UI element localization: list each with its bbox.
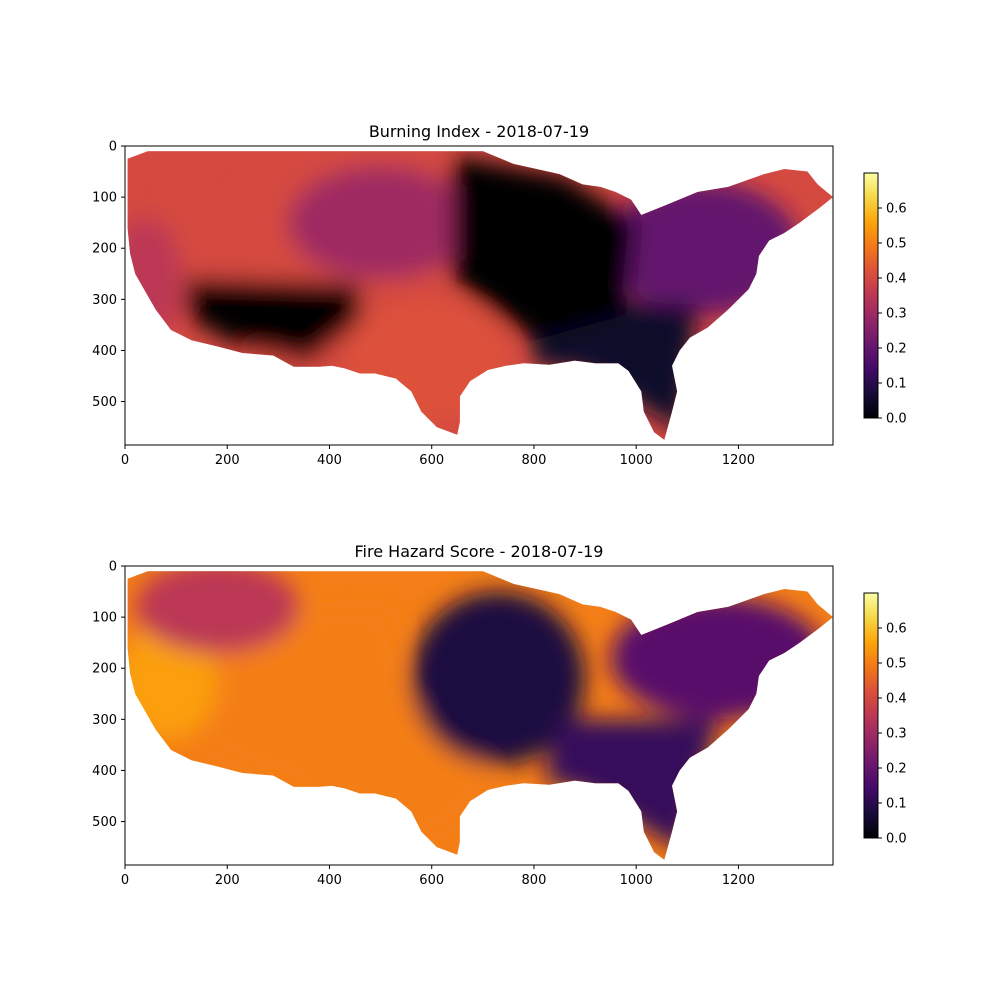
colorbar: 0.0 0.1 0.2 0.3 0.4 0.5 0.6	[863, 172, 907, 427]
heatmap-image	[127, 151, 834, 440]
axes-frame	[124, 565, 834, 866]
x-tick-label: 400	[317, 453, 342, 468]
y-tick-label: 0	[109, 560, 117, 575]
heatmap-region	[452, 156, 637, 341]
x-tick-label: 1200	[722, 453, 755, 468]
colorbar-frame	[863, 592, 879, 839]
y-tick-label: 100	[92, 611, 117, 626]
x-tick-label: 1000	[620, 873, 653, 888]
y-tick-label: 500	[92, 815, 117, 830]
x-tick-label: 200	[215, 873, 240, 888]
colorbar-tick-label: 0.0	[886, 412, 907, 427]
y-tick-label: 0	[109, 140, 117, 155]
x-tick-label: 1200	[722, 873, 755, 888]
x-tick-label: 800	[522, 873, 547, 888]
y-tick-label: 200	[92, 242, 117, 257]
colorbar-tick-label: 0.0	[886, 832, 907, 847]
x-tick-label: 800	[522, 453, 547, 468]
heatmap-region	[411, 591, 586, 766]
colorbar: 0.0 0.1 0.2 0.3 0.4 0.5 0.6	[863, 592, 907, 847]
colorbar-tick-label: 0.4	[886, 272, 907, 287]
colorbar-gradient	[864, 593, 878, 838]
colorbar-tick-label: 0.4	[886, 692, 907, 707]
heatmap-region	[605, 181, 800, 315]
colorbar-tick-label: 0.1	[886, 797, 907, 812]
x-tick-label: 0	[121, 873, 129, 888]
burning-index-panel: Burning Index - 2018-07-19 0 200 400 600 800…	[92, 122, 907, 468]
x-tick-label: 400	[317, 873, 342, 888]
heatmap-region	[135, 571, 299, 653]
heatmap-region	[544, 719, 718, 853]
x-tick-label: 1000	[620, 453, 653, 468]
heatmap-region	[186, 278, 361, 361]
x-tick-label: 600	[419, 453, 444, 468]
y-tick-label: 100	[92, 191, 117, 206]
colorbar-tick-label: 0.1	[886, 377, 907, 392]
y-tick-label: 500	[92, 395, 117, 410]
chart-title: Burning Index - 2018-07-19	[369, 122, 589, 141]
colorbar-tick-label: 0.5	[886, 237, 907, 252]
colorbar-tick-label: 0.3	[886, 727, 907, 742]
heatmap-region	[288, 166, 473, 279]
y-tick-label: 400	[92, 764, 117, 779]
colorbar-tick-label: 0.5	[886, 657, 907, 672]
heatmap-region	[127, 217, 182, 341]
heatmap-region	[610, 596, 826, 720]
heatmap-image	[127, 571, 834, 860]
x-tick-label: 600	[419, 873, 444, 888]
heatmap-region	[344, 299, 509, 423]
axes-frame	[124, 145, 834, 446]
colorbar-tick-label: 0.2	[886, 762, 907, 777]
axes: 0 200 400 600 800 1000 1200 0 100 200 300 400 500	[92, 560, 834, 888]
chart-title: Fire Hazard Score - 2018-07-19	[355, 542, 604, 561]
colorbar-tick-label: 0.6	[886, 622, 907, 637]
colorbar-tick-label: 0.6	[886, 202, 907, 217]
y-tick-label: 400	[92, 344, 117, 359]
y-tick-label: 300	[92, 713, 117, 728]
colorbar-tick-label: 0.2	[886, 342, 907, 357]
y-tick-label: 300	[92, 293, 117, 308]
y-tick-label: 200	[92, 662, 117, 677]
x-tick-label: 0	[121, 453, 129, 468]
axes: 0 200 400 600 800 1000 1200 0 100 200 300 400 500	[92, 140, 834, 468]
colorbar-frame	[863, 172, 879, 419]
colorbar-tick-label: 0.3	[886, 307, 907, 322]
x-tick-label: 200	[215, 453, 240, 468]
fire-hazard-score-panel: Fire Hazard Score - 2018-07-19 0 200 400 60…	[92, 542, 907, 888]
colorbar-gradient	[864, 173, 878, 418]
